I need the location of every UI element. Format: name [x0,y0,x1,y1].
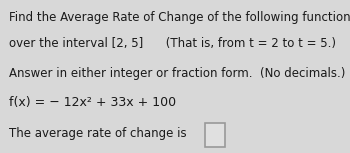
Text: The average rate of change is: The average rate of change is [9,127,190,140]
Text: over the interval [2, 5]      (That is, from t = 2 to t = 5.): over the interval [2, 5] (That is, from … [9,37,336,50]
Text: f(x) = − 12x² + 33x + 100: f(x) = − 12x² + 33x + 100 [9,96,176,109]
FancyBboxPatch shape [205,123,225,147]
Text: Find the Average Rate of Change of the following function: Find the Average Rate of Change of the f… [9,11,350,24]
Text: Answer in either integer or fraction form.  (No decimals.): Answer in either integer or fraction for… [9,67,345,80]
